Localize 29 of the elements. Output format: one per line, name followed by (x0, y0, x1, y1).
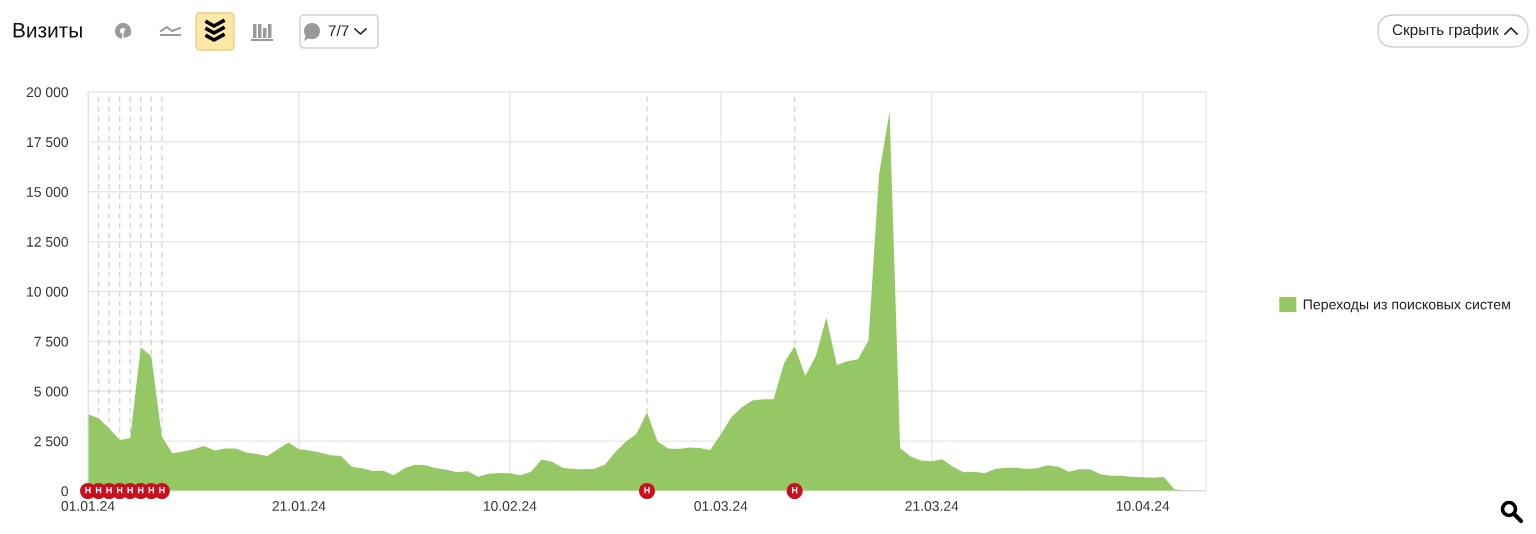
y-tick-label: 12 500 (27, 236, 69, 247)
ref-line-label: Н (106, 487, 112, 494)
legend-label: Переходы из поисковых систем (1303, 299, 1510, 313)
y-tick-label: 5 000 (34, 386, 69, 397)
y-tick-label: 0 (61, 486, 69, 497)
chart-title: Визиты (13, 23, 82, 38)
y-tick-label: 17 500 (27, 137, 69, 148)
text: 7/7 (328, 24, 349, 37)
y-tick-label: 2 500 (34, 436, 69, 447)
ref-line-label: Н (95, 487, 102, 494)
x-tick-label: 10.04.24 (1116, 501, 1170, 511)
x-tick-label: 10.02.24 (483, 501, 537, 511)
y-tick-label: 7 500 (34, 336, 69, 347)
ref-line-label: Н (148, 487, 154, 494)
y-tick-label: 10 000 (27, 286, 69, 297)
ref-line-label: Н (644, 487, 650, 494)
ref-line-label: Н (85, 487, 91, 494)
x-tick-label: 01.03.24 (694, 501, 748, 511)
x-tick-label: 21.03.24 (905, 501, 959, 511)
ref-line-label: Н (792, 487, 798, 494)
ref-line-label: Н (138, 487, 144, 494)
y-tick-label: 20 000 (26, 87, 69, 98)
y-tick-label: 15 000 (27, 187, 69, 197)
ref-line-label: Н (127, 487, 133, 494)
x-tick-label: 21.01.24 (272, 501, 326, 511)
ref-line-label: Н (159, 487, 165, 494)
x-tick-label: 01.01.24 (61, 501, 115, 511)
text: Скрыть график (1392, 23, 1499, 39)
ref-line-label: Н (116, 487, 123, 494)
